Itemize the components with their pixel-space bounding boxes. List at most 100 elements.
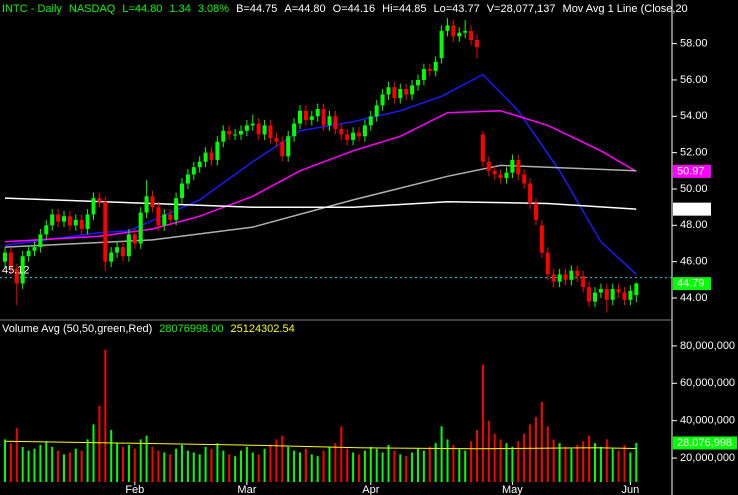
volume-bar	[68, 452, 71, 482]
candle-body	[398, 89, 403, 99]
candle-body	[8, 252, 13, 269]
volume-bar	[552, 439, 555, 482]
candle-body	[439, 30, 444, 59]
header-item: 28076998.00	[159, 323, 223, 335]
volume-bar	[517, 441, 520, 482]
header-item: NASDAQ	[69, 3, 116, 15]
candle-body	[180, 183, 184, 199]
candle-body	[174, 198, 179, 220]
y-tick-label: 80,000,000	[680, 340, 735, 352]
header-item: Lo=43.77	[434, 3, 480, 15]
volume-bar	[428, 446, 431, 482]
candle-body	[333, 116, 338, 130]
volume-bar	[464, 450, 467, 482]
volume-bar	[287, 446, 290, 482]
volume-bar	[452, 444, 455, 482]
volume-bar	[363, 450, 366, 482]
volume-bar	[39, 444, 42, 482]
volume-bar	[334, 443, 337, 482]
volume-bar	[51, 446, 54, 482]
volume-bar	[399, 454, 402, 482]
candle-body	[103, 201, 108, 262]
candle-body	[575, 270, 580, 277]
candle-body	[185, 174, 190, 184]
volume-bar	[387, 444, 390, 482]
volume-bar	[98, 405, 101, 482]
candle-body	[32, 247, 37, 251]
candle-body	[404, 89, 409, 95]
candle-body	[628, 290, 633, 300]
x-tick-label: Mar	[237, 484, 256, 495]
volume-bar	[304, 448, 307, 482]
volume-bar	[499, 439, 502, 482]
candle-body	[292, 123, 297, 137]
volume-bar	[257, 454, 260, 482]
header-item: INTC - Daily	[2, 3, 62, 15]
volume-bar	[605, 439, 608, 482]
volume-bar	[446, 439, 449, 482]
volume-bar	[340, 426, 343, 482]
candle-body	[79, 219, 84, 229]
header-item: 25124302.54	[230, 323, 294, 335]
candle-body	[286, 136, 291, 157]
volume-bar	[316, 456, 319, 482]
volume-bar	[275, 439, 278, 482]
volume-bar	[322, 450, 325, 482]
volume-bar	[104, 349, 107, 482]
volume-bar	[169, 454, 172, 482]
candle-body	[528, 183, 533, 204]
candle-body	[44, 225, 49, 235]
volume-bar	[346, 448, 349, 482]
header: Volume Avg (50,50,green,Red) 28076998.00 2…	[2, 323, 295, 335]
y-tick-label: 56.00	[680, 74, 708, 86]
volume-bar	[299, 452, 301, 482]
volume-bar	[15, 428, 18, 482]
candle-body	[50, 214, 55, 226]
candle-body	[309, 116, 314, 120]
candle-body	[498, 174, 503, 179]
candle-body	[315, 109, 320, 117]
candle-body	[233, 134, 238, 136]
volume-bar	[145, 435, 148, 482]
volume-bar	[411, 452, 414, 482]
volume-bar	[251, 452, 254, 482]
header-item: O=44.16	[333, 3, 376, 15]
volume-bar	[440, 426, 443, 482]
candle-body	[115, 247, 120, 253]
y-tick-label: 40,000,000	[680, 415, 735, 427]
volume-bar	[434, 443, 437, 482]
candle-body	[339, 129, 344, 135]
volume-bar	[27, 450, 30, 482]
y-tick-label: 52.00	[680, 147, 708, 159]
volume-bar	[57, 450, 60, 482]
candle-body	[563, 274, 568, 280]
candle-body	[539, 225, 544, 253]
candle-body	[3, 252, 7, 262]
volume-bar	[281, 435, 284, 482]
volume-bar	[4, 439, 6, 482]
candle-body	[345, 134, 350, 140]
candle-body	[221, 130, 226, 142]
volume-bar	[570, 448, 573, 482]
volume-bar	[186, 450, 189, 482]
candle-body	[85, 214, 90, 229]
candle-body	[516, 159, 521, 175]
header-item: Mov Avg 1 Line (Close,20	[563, 3, 688, 15]
candle-body	[138, 212, 143, 244]
price-marker-label: 48.89	[677, 203, 705, 215]
volume-marker-label: 28,076,998	[677, 437, 732, 449]
volume-bar	[133, 448, 136, 482]
candle-body	[168, 214, 173, 220]
volume-bar	[481, 364, 484, 482]
price-marker-box	[673, 277, 711, 291]
candle-body	[480, 134, 485, 162]
candle-body	[156, 207, 161, 226]
volume-bar	[63, 454, 65, 482]
volume-bar	[375, 448, 378, 482]
candle-body	[357, 132, 361, 137]
candle-body	[14, 268, 19, 284]
volume-bar	[110, 430, 113, 482]
candle-body	[321, 109, 326, 126]
x-tick-label: May	[502, 484, 523, 495]
header-item: L=44.80	[122, 3, 162, 15]
